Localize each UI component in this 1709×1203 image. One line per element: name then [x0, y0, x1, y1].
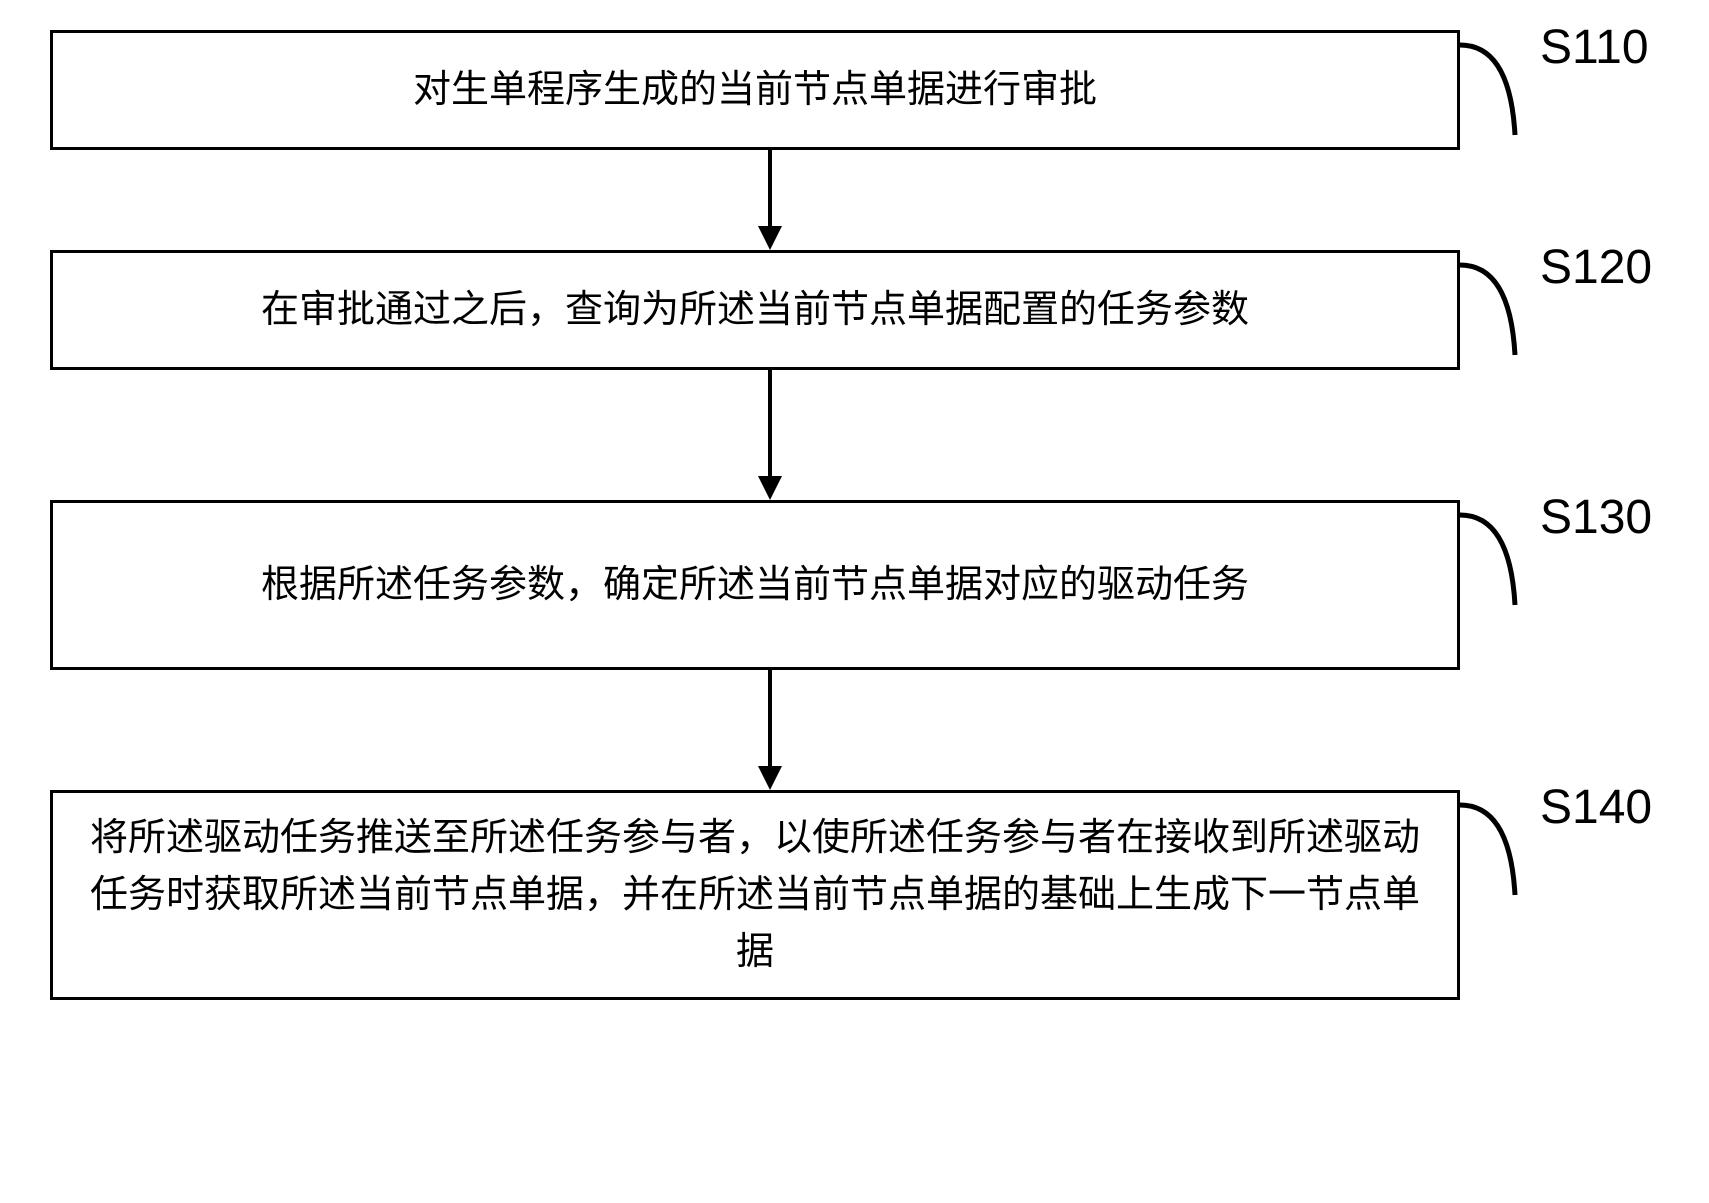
- node-row-s140: 将所述驱动任务推送至所述任务参与者，以使所述任务参与者在接收到所述驱动任务时获取…: [20, 790, 1689, 1000]
- node-row-s130: 根据所述任务参数，确定所述当前节点单据对应的驱动任务 S130: [20, 500, 1689, 670]
- node-row-s120: 在审批通过之后，查询为所述当前节点单据配置的任务参数 S120: [20, 250, 1689, 370]
- node-label-s140: S140: [1540, 780, 1652, 835]
- node-text-s110: 对生单程序生成的当前节点单据进行审批: [413, 62, 1097, 119]
- node-box-s120: 在审批通过之后，查询为所述当前节点单据配置的任务参数: [50, 250, 1460, 370]
- node-label-s130: S130: [1540, 490, 1652, 545]
- node-box-s110: 对生单程序生成的当前节点单据进行审批: [50, 30, 1460, 150]
- flowchart-container: 对生单程序生成的当前节点单据进行审批 S110 在审批通过之后，查询为所述当前节…: [20, 30, 1689, 1000]
- node-box-s140: 将所述驱动任务推送至所述任务参与者，以使所述任务参与者在接收到所述驱动任务时获取…: [50, 790, 1460, 1000]
- node-row-s110: 对生单程序生成的当前节点单据进行审批 S110: [20, 30, 1689, 150]
- arrow-s120-s130: [50, 370, 1490, 500]
- node-label-s110: S110: [1540, 20, 1649, 75]
- arrow-s130-s140: [50, 670, 1490, 790]
- node-text-s120: 在审批通过之后，查询为所述当前节点单据配置的任务参数: [261, 282, 1249, 339]
- arrow-s110-s120: [50, 150, 1490, 250]
- node-box-s130: 根据所述任务参数，确定所述当前节点单据对应的驱动任务: [50, 500, 1460, 670]
- node-text-s130: 根据所述任务参数，确定所述当前节点单据对应的驱动任务: [261, 557, 1249, 614]
- node-text-s140: 将所述驱动任务推送至所述任务参与者，以使所述任务参与者在接收到所述驱动任务时获取…: [83, 810, 1427, 981]
- node-label-s120: S120: [1540, 240, 1652, 295]
